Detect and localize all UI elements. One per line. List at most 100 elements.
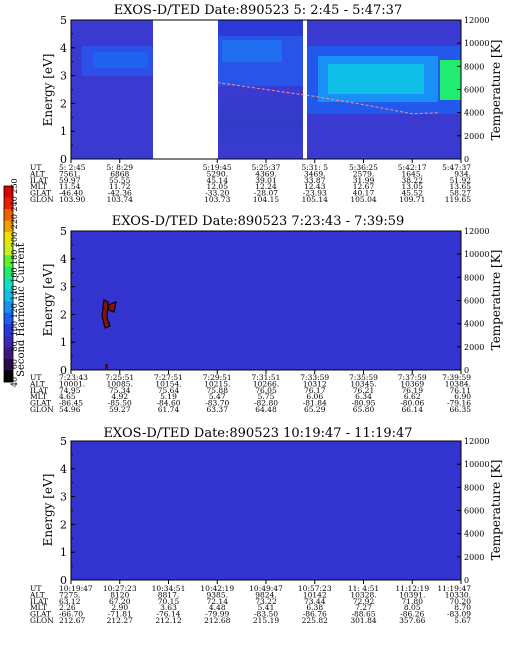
table-cell: 7:33:59 xyxy=(300,373,329,382)
table-row-label: GLON xyxy=(30,405,54,414)
colorbar-tick-label: 40 xyxy=(10,377,19,387)
y-tick-label: 5 xyxy=(60,14,67,27)
table-cell: 10384. xyxy=(445,379,471,388)
table-cell: 103.73 xyxy=(204,195,230,204)
table-cell: 4369. xyxy=(255,169,276,178)
panel-2-y2-ticks: 0 2000 4000 6000 8000 10000 12000 xyxy=(457,227,489,375)
y-tick-label: 5 xyxy=(60,225,67,238)
table-cell: -84.60 xyxy=(156,399,180,408)
table-cell: 61.74 xyxy=(158,405,180,414)
panel-2-y-axis-label: Energy [eV] xyxy=(41,264,55,337)
table-cell: 357.66 xyxy=(399,616,425,625)
table-cell: 225.82 xyxy=(302,616,328,625)
table-cell: 66.14 xyxy=(402,405,424,414)
table-cell: 8817. xyxy=(158,590,179,599)
table-cell: 10215. xyxy=(204,379,230,388)
table-cell: 10142 xyxy=(303,590,327,599)
table-cell: 4.65 xyxy=(59,392,76,401)
table-cell: 10085. xyxy=(107,379,133,388)
table-cell: 10154. xyxy=(155,379,181,388)
panel-2-orbit-table: UTALTILATMLTGLATGLON7:23:4310001.74.954.… xyxy=(29,370,471,414)
y-tick-label: 0 xyxy=(60,364,67,377)
table-cell: 104.15 xyxy=(253,195,279,204)
table-row-label: GLAT xyxy=(30,399,51,408)
table-cell: 2579. xyxy=(353,169,374,178)
table-cell: 11:12:19 xyxy=(395,584,429,593)
table-cell: 6.62 xyxy=(404,392,421,401)
y2-tick-label: 2000 xyxy=(464,553,484,562)
table-cell: 934. xyxy=(454,169,471,178)
table-cell: -46.40 xyxy=(59,189,83,198)
panel-2: EXOS-D/TED Date:890523 7:23:43 - 7:39:59… xyxy=(29,214,503,414)
table-cell: -28.07 xyxy=(254,189,278,198)
colorbar-swatch xyxy=(4,197,13,210)
table-cell: 212.12 xyxy=(155,616,181,625)
table-cell: 7:25:51 xyxy=(105,373,134,382)
colorbar-swatch xyxy=(4,358,13,371)
y2-tick-label: 12000 xyxy=(464,437,489,446)
table-cell: -81.84 xyxy=(303,399,327,408)
y2-tick-label: 12000 xyxy=(464,16,489,25)
table-row-label: GLON xyxy=(30,616,54,625)
table-cell: 11.54 xyxy=(59,182,81,191)
y-tick-label: 0 xyxy=(60,574,67,587)
table-cell: 4.48 xyxy=(209,603,226,612)
table-cell: 1645. xyxy=(402,169,423,178)
panel-2-title: EXOS-D/TED Date:890523 7:23:43 - 7:39:59 xyxy=(112,214,405,229)
colorbar-tick-label: 240 xyxy=(10,196,19,211)
table-row-label: GLAT xyxy=(30,610,51,619)
panel-3-y-axis-label: Energy [eV] xyxy=(41,474,55,547)
panel-3-y2-axis-label: Temperature [K] xyxy=(489,460,503,561)
table-cell: 76.19 xyxy=(402,386,424,395)
y2-tick-label: 4000 xyxy=(464,530,484,539)
table-cell: 5:31: 5 xyxy=(301,163,328,172)
table-row-label: GLON xyxy=(30,195,54,204)
table-cell: -83.50 xyxy=(254,610,278,619)
y-tick-label: 2 xyxy=(60,308,67,321)
colorbar-swatch xyxy=(4,232,13,244)
panel-1-y-axis-label: Energy [eV] xyxy=(41,54,55,127)
table-cell: 76.21 xyxy=(353,386,374,395)
table-cell: 212.67 xyxy=(59,616,85,625)
table-cell: 72.14 xyxy=(207,597,229,606)
panel-3-spectrogram xyxy=(71,441,461,580)
panel-1-y2-axis-label: Temperature [K] xyxy=(489,40,503,141)
colorbar: 40 60 80 100 120 140 160 180 200 220 240 250 Second… xyxy=(3,178,27,387)
table-cell: 51.92 xyxy=(450,176,472,185)
table-cell: 67.20 xyxy=(109,597,131,606)
y2-tick-label: 6000 xyxy=(464,507,484,516)
y-tick-label: 5 xyxy=(60,435,67,448)
table-cell: 10:49:47 xyxy=(249,584,283,593)
table-cell: -42.36 xyxy=(108,189,132,198)
colorbar-frame xyxy=(3,185,14,383)
table-cell: 7:37:59 xyxy=(398,373,427,382)
table-cell: -33.20 xyxy=(205,189,229,198)
y-tick-label: 1 xyxy=(60,546,67,559)
table-cell: 63.37 xyxy=(207,405,229,414)
table-row-label: MLT xyxy=(30,392,47,401)
y-tick-label: 4 xyxy=(60,463,67,476)
y2-tick-label: 2000 xyxy=(464,343,484,352)
table-cell: 212.27 xyxy=(107,616,133,625)
table-cell: 75.64 xyxy=(158,386,180,395)
colorbar-tick-label: 100 xyxy=(10,321,19,336)
table-cell: 8120 xyxy=(110,590,129,599)
colorbar-tick-label: 60 xyxy=(10,359,19,369)
table-cell: 10:27:23 xyxy=(103,584,137,593)
table-row-label: UT xyxy=(30,584,41,593)
table-cell: 64.48 xyxy=(255,405,277,414)
table-cell: 7.27 xyxy=(355,603,372,612)
y2-tick-label: 6000 xyxy=(464,297,484,306)
table-cell: 8.70 xyxy=(454,603,471,612)
y-tick-label: 2 xyxy=(60,97,67,110)
table-cell: 9385. xyxy=(207,590,228,599)
table-cell: 10:34:51 xyxy=(152,584,186,593)
y2-tick-label: 10000 xyxy=(464,39,489,48)
table-cell: 5:19:45 xyxy=(203,163,232,172)
table-cell: 5290. xyxy=(207,169,228,178)
table-cell: 301.84 xyxy=(350,616,376,625)
panel-1-high-flux-peak-3 xyxy=(328,64,424,94)
table-cell: -86.45 xyxy=(59,399,83,408)
panel-3-orbit-table: UTALTILATMLTGLATGLON10:19:477275.63.122.… xyxy=(29,580,471,625)
table-cell: 7561. xyxy=(59,169,80,178)
